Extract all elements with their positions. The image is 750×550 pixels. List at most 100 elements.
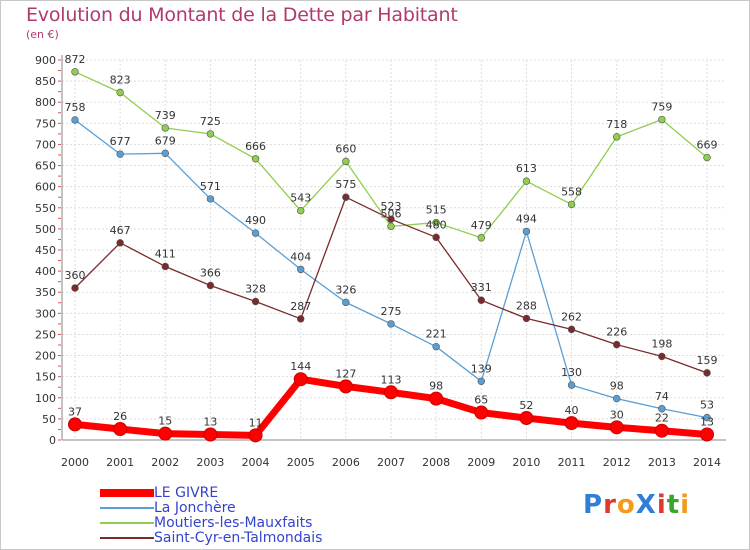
data-point <box>248 428 263 443</box>
data-label: 15 <box>158 415 172 428</box>
data-point <box>68 417 82 432</box>
data-label: 490 <box>245 214 266 227</box>
data-label: 759 <box>651 101 672 114</box>
data-label: 226 <box>606 326 627 339</box>
data-label: 275 <box>381 305 402 318</box>
legend-label: La Jonchère <box>154 500 236 516</box>
data-label: 366 <box>200 266 221 279</box>
data-label: 328 <box>245 283 266 296</box>
data-label: 288 <box>516 299 537 312</box>
data-label: 159 <box>697 354 718 367</box>
data-point <box>477 377 485 386</box>
data-label: 679 <box>155 134 176 147</box>
data-point <box>703 369 711 377</box>
logo-letter: o <box>616 490 636 520</box>
data-label: 37 <box>68 405 82 418</box>
data-label: 30 <box>610 408 624 421</box>
x-tick-label: 2010 <box>512 456 540 469</box>
data-point <box>567 200 576 209</box>
data-point <box>251 229 260 237</box>
data-point <box>161 262 169 271</box>
data-point <box>613 394 621 403</box>
data-point <box>564 416 579 431</box>
data-point <box>342 157 350 166</box>
legend-label: Moutiers-les-Mauxfaits <box>154 515 313 531</box>
data-label: 198 <box>651 337 672 350</box>
data-point <box>522 227 531 236</box>
data-point <box>206 281 215 290</box>
y-tick-label: 850 <box>35 75 56 88</box>
legend-swatch <box>100 507 154 509</box>
data-label: 739 <box>155 109 176 122</box>
legend-item-la-jonchere: La Jonchère <box>100 501 236 515</box>
data-label: 515 <box>426 204 447 217</box>
chart-title: Evolution du Montant de la Dette par Hab… <box>26 4 458 26</box>
y-tick-label: 800 <box>35 96 56 109</box>
x-tick-label: 2009 <box>467 456 495 469</box>
data-label: 13 <box>203 416 217 429</box>
data-label: 130 <box>561 366 582 379</box>
data-label: 666 <box>245 140 266 153</box>
y-tick-label: 100 <box>35 392 56 405</box>
data-label: 11 <box>249 416 263 429</box>
data-label: 677 <box>110 135 131 148</box>
data-label: 479 <box>471 219 492 232</box>
logo-letter: i <box>680 490 691 520</box>
data-label: 40 <box>565 404 579 417</box>
chart-unit: (en €) <box>26 28 59 41</box>
data-label: 543 <box>290 192 311 205</box>
x-tick-label: 2008 <box>422 456 450 469</box>
data-label: 53 <box>700 399 714 412</box>
data-point <box>658 352 666 361</box>
data-label: 523 <box>381 200 402 213</box>
data-label: 98 <box>610 380 624 393</box>
data-label: 287 <box>290 300 311 313</box>
data-label: 326 <box>335 283 356 296</box>
y-tick-label: 600 <box>35 181 56 194</box>
data-point <box>474 405 489 420</box>
data-point <box>113 422 128 437</box>
data-label: 660 <box>335 142 356 155</box>
logo-letter: X <box>635 490 657 520</box>
y-tick-label: 500 <box>35 223 56 236</box>
data-point <box>251 155 260 163</box>
y-tick-label: 0 <box>49 434 56 447</box>
data-point <box>297 207 305 215</box>
data-label: 127 <box>335 367 356 380</box>
data-point <box>519 411 534 426</box>
legend-label: Saint-Cyr-en-Talmondais <box>154 530 323 546</box>
legend-item-le-givre: LE GIVRE <box>100 486 218 500</box>
legend-label: LE GIVRE <box>154 485 219 501</box>
logo-letter: P <box>583 490 604 520</box>
data-label: 331 <box>471 281 492 294</box>
legend-swatch <box>100 489 154 497</box>
data-point <box>567 325 576 334</box>
data-point <box>342 193 350 201</box>
y-tick-label: 50 <box>42 413 56 426</box>
logo-letter: i <box>656 490 667 520</box>
x-tick-label: 2004 <box>242 456 270 469</box>
data-label: 26 <box>113 410 127 423</box>
data-point <box>71 284 79 292</box>
x-tick-label: 2012 <box>603 456 631 469</box>
data-point <box>432 342 440 351</box>
data-label: 360 <box>65 269 86 282</box>
data-label: 872 <box>65 53 86 66</box>
data-label: 558 <box>561 185 582 198</box>
data-point <box>522 177 531 185</box>
data-point <box>703 153 711 162</box>
x-tick-label: 2000 <box>61 456 89 469</box>
y-tick-label: 400 <box>35 265 56 278</box>
data-point <box>116 239 124 247</box>
data-point <box>432 218 440 227</box>
y-tick-label: 250 <box>35 328 56 341</box>
data-label: 113 <box>381 373 402 386</box>
data-point <box>477 296 485 304</box>
data-point <box>297 315 305 323</box>
data-point <box>116 150 124 158</box>
data-point <box>203 427 218 442</box>
y-tick-label: 550 <box>35 202 56 215</box>
data-label: 74 <box>655 390 669 403</box>
